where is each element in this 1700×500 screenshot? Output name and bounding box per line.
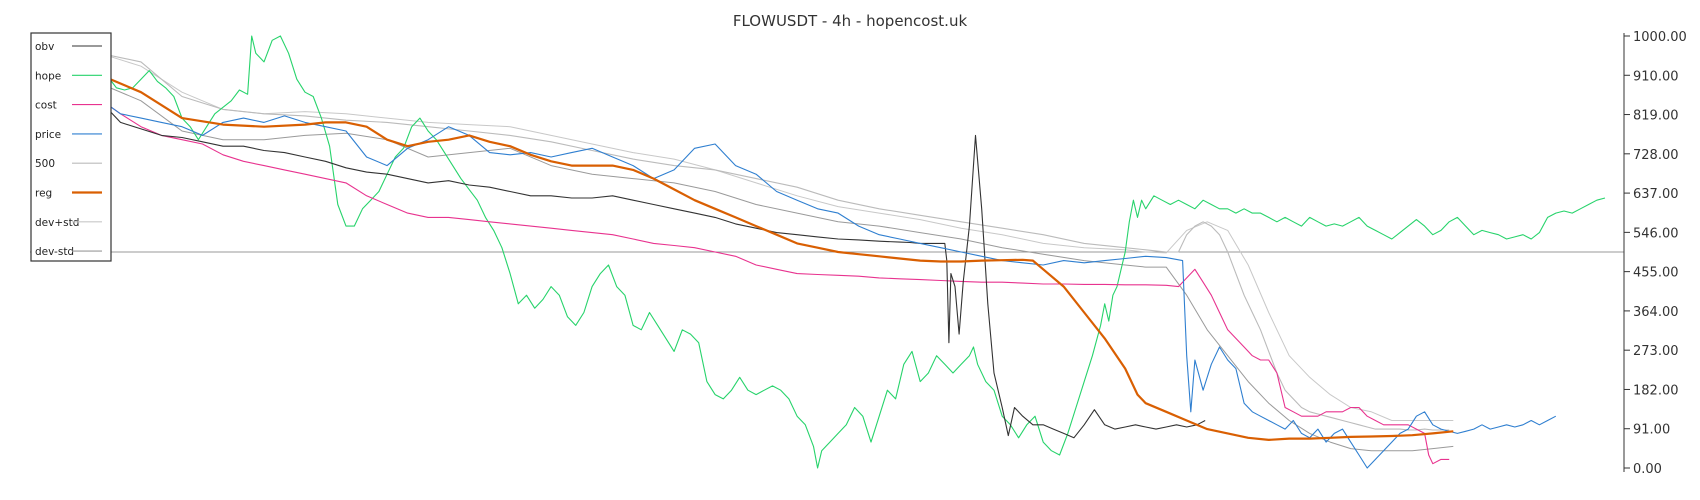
series-line-reg xyxy=(99,73,1454,441)
y-tick-label: 546.00 xyxy=(1633,226,1679,241)
y-tick-label: 819.00 xyxy=(1633,109,1679,124)
legend-label: dev+std xyxy=(35,217,79,229)
legend-label: price xyxy=(35,129,61,141)
series-line-obv xyxy=(99,76,1206,439)
legend-label: reg xyxy=(35,188,52,200)
legend-label: cost xyxy=(35,100,57,112)
y-tick-label: 455.00 xyxy=(1633,266,1679,281)
legend-label: dev-std xyxy=(35,246,74,258)
series-line-dev-std xyxy=(99,83,1454,452)
legend-label: obv xyxy=(35,41,54,53)
y-tick-label: 273.00 xyxy=(1633,344,1679,359)
legend-label: hope xyxy=(35,70,61,82)
y-tick-label: 637.00 xyxy=(1633,187,1679,202)
series-line-hope xyxy=(99,35,1606,469)
series-line-500 xyxy=(99,52,1450,431)
y-tick-label: 0.00 xyxy=(1633,462,1662,477)
legend-label: 500 xyxy=(35,158,55,170)
y-tick-label: 91.00 xyxy=(1633,423,1670,438)
series-line-cost xyxy=(100,44,1450,465)
y-tick-label: 182.00 xyxy=(1633,383,1679,398)
y-tick-label: 1000.00 xyxy=(1633,30,1687,45)
y-tick-label: 910.00 xyxy=(1633,69,1679,84)
series-line-price xyxy=(99,70,1557,469)
chart-title: FLOWUSDT - 4h - hopencost.uk xyxy=(733,12,968,30)
series-line-dev-std xyxy=(99,52,1454,421)
y-tick-label: 728.00 xyxy=(1633,148,1679,163)
y-tick-label: 364.00 xyxy=(1633,305,1679,320)
legend-box xyxy=(30,32,112,262)
